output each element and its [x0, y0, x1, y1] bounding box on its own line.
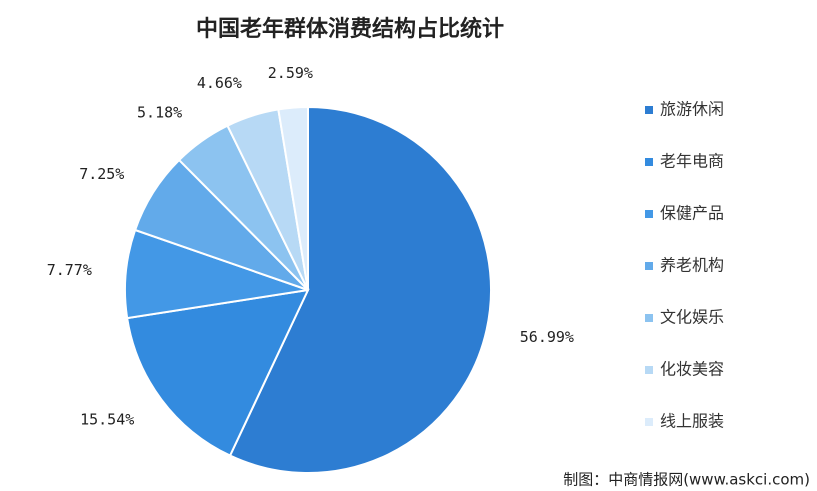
- data-label: 7.77%: [47, 261, 92, 279]
- legend-swatch: [645, 366, 653, 374]
- data-label: 15.54%: [80, 411, 134, 429]
- source-note: 制图：中商情报网(www.askci.com): [563, 471, 810, 489]
- legend-label: 文化娱乐: [660, 308, 724, 327]
- legend-swatch: [645, 158, 653, 166]
- legend-label: 线上服装: [660, 412, 724, 431]
- legend-label: 保健产品: [660, 204, 724, 223]
- legend-swatch: [645, 418, 653, 426]
- legend-label: 旅游休闲: [660, 100, 724, 119]
- pie-slice: [277, 105, 309, 291]
- legend-label: 化妆美容: [660, 360, 724, 379]
- data-label: 5.18%: [137, 104, 182, 122]
- legend-swatch: [645, 262, 653, 270]
- data-label: 2.59%: [268, 64, 313, 82]
- legend-label: 老年电商: [660, 152, 724, 171]
- data-label: 56.99%: [520, 328, 574, 346]
- pie-slice: [228, 105, 492, 474]
- data-label: 4.66%: [197, 74, 242, 92]
- pie-slice: [126, 288, 310, 457]
- chart-title: 中国老年群体消费结构占比统计: [196, 16, 504, 42]
- legend-swatch: [645, 106, 653, 114]
- legend-label: 养老机构: [660, 256, 724, 275]
- legend-swatch: [645, 210, 653, 218]
- legend-swatch: [645, 314, 653, 322]
- data-label: 7.25%: [79, 165, 124, 183]
